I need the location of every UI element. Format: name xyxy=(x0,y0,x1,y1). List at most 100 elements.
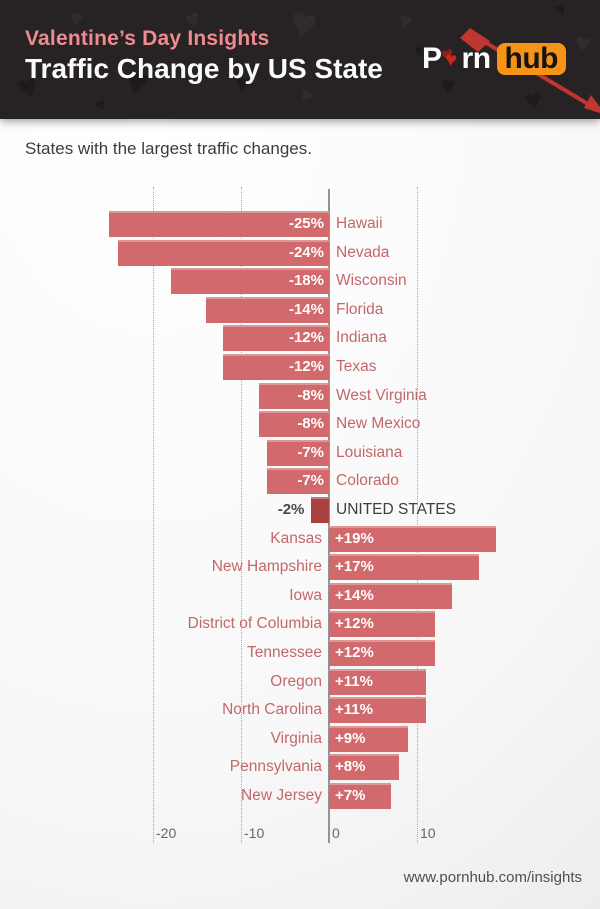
gridline-10 xyxy=(417,187,418,843)
logo-text-end: rn xyxy=(461,42,492,75)
value-label: -18% xyxy=(288,272,324,289)
bar xyxy=(329,611,435,637)
bar-row-nevada: -24% Nevada xyxy=(0,240,600,268)
value-label: -7% xyxy=(297,472,324,489)
x-tick-10: 10 xyxy=(420,825,436,841)
state-label: Oregon xyxy=(270,673,322,690)
chart-subtitle: States with the largest traffic changes. xyxy=(25,139,312,158)
state-label: Tennessee xyxy=(247,644,322,661)
state-label: Louisiana xyxy=(336,444,403,461)
bar-row-wisconsin: -18% Wisconsin xyxy=(0,268,600,296)
bar xyxy=(109,211,329,237)
value-label: -12% xyxy=(288,358,324,375)
value-label: +8% xyxy=(335,758,366,775)
page-title: Traffic Change by US State xyxy=(25,53,383,84)
state-label: Indiana xyxy=(336,329,387,346)
state-label: West Virginia xyxy=(336,387,427,404)
bar-row-colorado: -7% Colorado xyxy=(0,468,600,496)
bar xyxy=(311,497,329,523)
bar-row-hawaii: -25% Hawaii xyxy=(0,211,600,239)
bar-row-kansas: +19% Kansas xyxy=(0,526,600,554)
x-tick--20: -20 xyxy=(156,825,177,841)
bar-row-new-jersey: +7% New Jersey xyxy=(0,783,600,811)
bar-row-west-virginia: -8% West Virginia xyxy=(0,383,600,411)
logo-badge: hub xyxy=(496,43,566,75)
heart-pattern-icon: ♥ xyxy=(90,93,110,117)
value-label: -24% xyxy=(288,244,324,261)
state-label: Wisconsin xyxy=(336,272,407,289)
bar xyxy=(205,297,329,323)
value-label: +9% xyxy=(335,730,366,747)
bar xyxy=(329,726,409,752)
arrow-head xyxy=(584,95,600,114)
value-label: +11% xyxy=(335,673,373,690)
value-label: -8% xyxy=(297,387,324,404)
state-label: Florida xyxy=(336,301,384,318)
value-label: -7% xyxy=(297,444,324,461)
state-label: Colorado xyxy=(336,472,399,489)
bar-row-louisiana: -7% Louisiana xyxy=(0,440,600,468)
bar-row-iowa: +14% Iowa xyxy=(0,583,600,611)
content: States with the largest traffic changes.… xyxy=(0,119,600,909)
header: ♥♥♥♥♥♥♥♥♥♥♥♥♥♥♥♥ Valentine’s Day Insight… xyxy=(0,0,600,119)
bar-row-virginia: +9% Virginia xyxy=(0,726,600,754)
bar-row-north-carolina: +11% North Carolina xyxy=(0,697,600,725)
bar xyxy=(223,325,329,351)
value-label: +12% xyxy=(335,615,374,632)
bar xyxy=(267,468,329,494)
value-label: +12% xyxy=(335,644,374,661)
bar xyxy=(329,783,391,809)
bar xyxy=(329,697,426,723)
value-label: -14% xyxy=(288,301,324,318)
bar-row-oregon: +11% Oregon xyxy=(0,669,600,697)
state-label: Pennsylvania xyxy=(229,758,322,775)
state-label: New Jersey xyxy=(241,787,322,804)
value-label: +14% xyxy=(335,587,374,604)
bar-row-texas: -12% Texas xyxy=(0,354,600,382)
heart-icon: ♥ ♥ xyxy=(437,40,458,72)
value-label: +11% xyxy=(335,701,373,718)
bar xyxy=(223,354,329,380)
report-series-title: Valentine’s Day Insights xyxy=(25,27,270,50)
bar xyxy=(258,383,329,409)
logo-text-start: P xyxy=(422,42,442,75)
zero-line xyxy=(328,189,330,843)
bar xyxy=(117,240,329,266)
gridline--10 xyxy=(241,187,242,843)
value-label: +17% xyxy=(335,558,374,575)
bar-row-new-mexico: -8% New Mexico xyxy=(0,411,600,439)
state-label: Virginia xyxy=(270,730,322,747)
bar xyxy=(329,583,453,609)
value-label: +7% xyxy=(335,787,366,804)
bar-row-pennsylvania: +8% Pennsylvania xyxy=(0,754,600,782)
state-label: District of Columbia xyxy=(187,615,322,632)
value-label: -2% xyxy=(277,501,305,518)
state-label: New Mexico xyxy=(336,415,421,432)
bar xyxy=(329,754,400,780)
heart-pattern-icon: ♥ xyxy=(550,0,571,23)
traffic-change-chart: -20 -10 0 10 -25% Hawaii -24% Nevada -18% Wiscons… xyxy=(0,187,600,877)
value-label: -25% xyxy=(288,215,324,232)
state-label: North Carolina xyxy=(222,701,322,718)
bar-row-tennessee: +12% Tennessee xyxy=(0,640,600,668)
bar xyxy=(329,526,497,552)
bar xyxy=(258,411,329,437)
state-label: Kansas xyxy=(270,530,322,547)
state-label: Hawaii xyxy=(336,215,383,232)
bar xyxy=(329,640,435,666)
arrow-fletching xyxy=(460,28,490,52)
state-label: Texas xyxy=(336,358,377,375)
footer-url: www.pornhub.com/insights xyxy=(403,869,582,886)
pornhub-logo: P ♥ ♥ rn hub xyxy=(422,28,600,114)
x-tick-0: 0 xyxy=(332,825,340,841)
bar xyxy=(329,669,426,695)
state-label: New Hampshire xyxy=(211,558,322,575)
bar-row-new-hampshire: +17% New Hampshire xyxy=(0,554,600,582)
heart-pattern-icon: ♥ xyxy=(284,0,324,52)
bar-row-united-states: -2% UNITED STATES xyxy=(0,497,600,525)
heart-pattern-icon: ♥ xyxy=(294,84,317,108)
state-label: Nevada xyxy=(336,244,390,261)
value-label: -12% xyxy=(288,329,324,346)
bar xyxy=(170,268,329,294)
